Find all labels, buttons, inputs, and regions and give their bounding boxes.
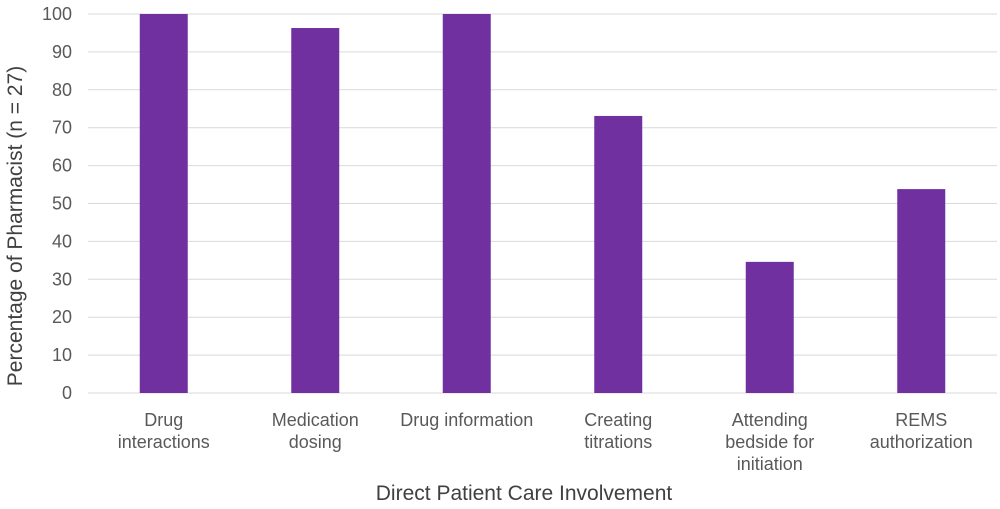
category-label: Attending bedside for initiation <box>725 410 814 474</box>
category-label-line: Drug information <box>400 410 533 430</box>
category-label-line: REMS <box>895 410 947 430</box>
y-tick-label: 90 <box>52 42 72 62</box>
category-labels: Drug interactions Medication dosing Drug inf… <box>118 410 973 474</box>
category-label: Drug interactions <box>118 410 210 452</box>
category-label-line: authorization <box>870 432 973 452</box>
y-tick-label: 80 <box>52 80 72 100</box>
x-axis-title: Direct Patient Care Involvement <box>376 482 673 505</box>
y-tick-label: 60 <box>52 156 72 176</box>
category-label: REMS authorization <box>870 410 973 452</box>
bar <box>139 14 188 393</box>
category-label-line: Creating <box>584 410 652 430</box>
gridlines <box>88 13 997 394</box>
category-label: Medication dosing <box>272 410 359 452</box>
y-tick-label: 70 <box>52 118 72 138</box>
y-tick-label: 100 <box>42 4 72 24</box>
category-label-line: dosing <box>289 432 342 452</box>
bar <box>897 189 946 393</box>
bar <box>594 115 643 394</box>
category-label-line: Drug <box>144 410 183 430</box>
category-label: Creating titrations <box>584 410 652 452</box>
y-tick-label: 10 <box>52 345 72 365</box>
bar <box>291 28 340 393</box>
bars <box>139 14 946 394</box>
bar <box>442 14 491 393</box>
category-label-line: bedside for <box>725 432 814 452</box>
category-label-line: Medication <box>272 410 359 430</box>
y-tick-label: 0 <box>62 383 72 403</box>
y-tick-label: 40 <box>52 231 72 251</box>
bar <box>745 261 794 393</box>
category-label-line: initiation <box>737 454 803 474</box>
category-label-line: titrations <box>584 432 652 452</box>
y-tick-labels: 0 10 20 30 40 50 60 70 80 90 100 <box>42 4 72 403</box>
y-tick-label: 20 <box>52 307 72 327</box>
y-axis-title: Percentage of Pharmacist (n = 27) <box>4 66 27 386</box>
category-label: Drug information <box>400 410 533 430</box>
y-tick-label: 50 <box>52 194 72 214</box>
y-tick-label: 30 <box>52 269 72 289</box>
category-label-line: Attending <box>732 410 808 430</box>
category-label-line: interactions <box>118 432 210 452</box>
